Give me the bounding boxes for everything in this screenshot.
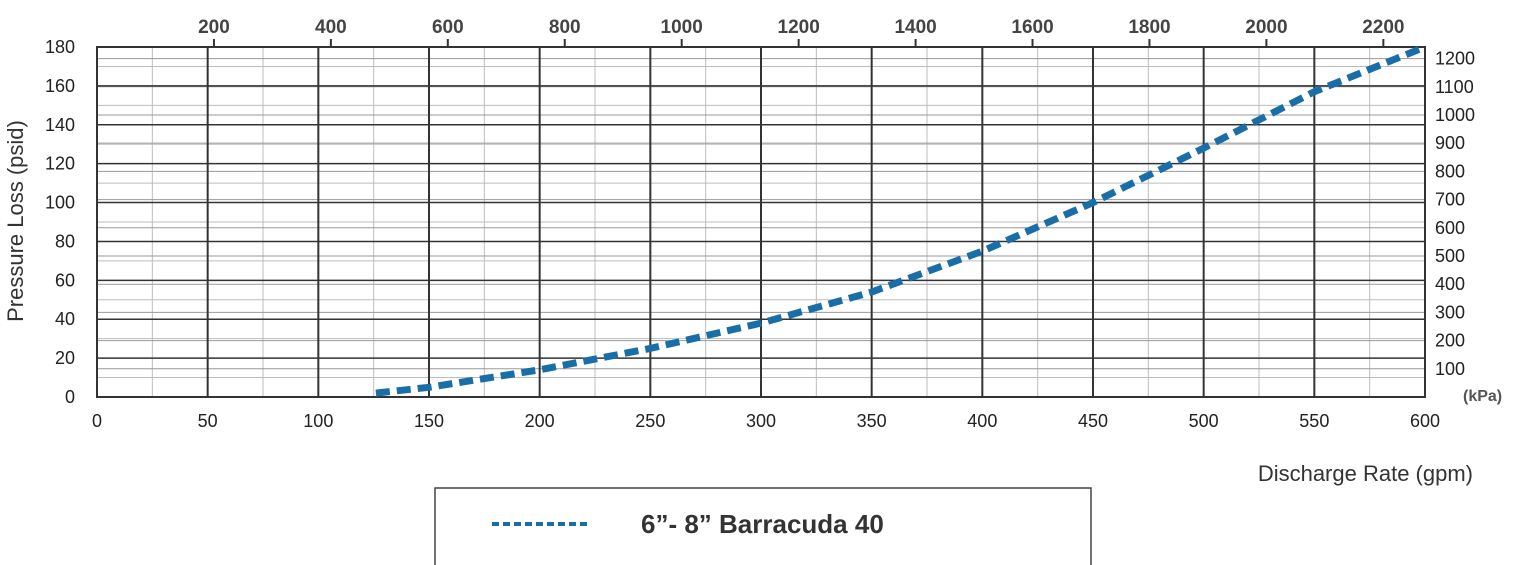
y-tick-label: 0 — [65, 387, 75, 407]
right-tick-label: 600 — [1435, 218, 1465, 238]
grid — [96, 46, 1426, 398]
x-tick-label: 450 — [1078, 411, 1108, 431]
top-tick-label: 1600 — [1011, 17, 1053, 38]
top-tick-label: 1400 — [894, 17, 936, 38]
plot-frame — [96, 46, 1426, 398]
y-tick-label: 60 — [55, 270, 75, 290]
x-tick-labels: 0 50 100 150 200 250 300 350 400 450 500 550 600 — [92, 411, 1440, 431]
x-tick-label: 200 — [525, 411, 555, 431]
y-tick-label: 120 — [45, 154, 75, 174]
series-layer — [375, 43, 1427, 397]
top-tick-label: 2200 — [1362, 17, 1404, 38]
secondary-x-tick-labels: 200 400 600 800 1000 1200 1400 1600 1800 2000 2200 — [198, 17, 1404, 47]
right-tick-label: 800 — [1435, 161, 1465, 181]
right-tick-label: 1000 — [1435, 105, 1475, 125]
right-tick-label: 500 — [1435, 246, 1465, 266]
secondary-y-tick-labels: 100 200 300 400 500 600 700 800 900 1000 1100 1200 — [1435, 49, 1475, 379]
top-tick-label: 2000 — [1245, 17, 1287, 38]
x-tick-label: 300 — [746, 411, 776, 431]
y-tick-label: 80 — [55, 231, 75, 251]
right-tick-label: 200 — [1435, 331, 1465, 351]
right-tick-label: 900 — [1435, 133, 1465, 153]
y-axis-title: Pressure Loss (psid) — [3, 120, 28, 322]
x-tick-label: 0 — [92, 411, 102, 431]
top-tick-label: 1000 — [661, 17, 703, 38]
top-tick-label: 800 — [549, 17, 581, 38]
legend: 6”- 8” Barracuda 40 — [434, 487, 1092, 565]
series-line — [375, 43, 1427, 397]
right-tick-label: 100 — [1435, 359, 1465, 379]
x-tick-label: 100 — [303, 411, 333, 431]
x-tick-label: 250 — [635, 411, 665, 431]
right-tick-label: 1200 — [1435, 49, 1475, 69]
right-tick-label: 400 — [1435, 274, 1465, 294]
x-tick-label: 150 — [414, 411, 444, 431]
y-tick-label: 180 — [45, 37, 75, 57]
top-tick-label: 400 — [315, 17, 347, 38]
y-tick-label: 40 — [55, 309, 75, 329]
y-tick-label: 20 — [55, 348, 75, 368]
legend-label: 6”- 8” Barracuda 40 — [641, 509, 884, 539]
top-tick-label: 1800 — [1128, 17, 1170, 38]
right-tick-label: 300 — [1435, 302, 1465, 322]
x-tick-label: 600 — [1410, 411, 1440, 431]
y-tick-label: 160 — [45, 76, 75, 96]
y-tick-labels: 0 20 40 60 80 100 120 140 160 180 — [45, 37, 75, 407]
top-tick-label: 600 — [432, 17, 464, 38]
legend-box — [434, 487, 1092, 565]
y-tick-label: 100 — [45, 193, 75, 213]
top-tick-label: 200 — [198, 17, 230, 38]
x-tick-label: 350 — [857, 411, 887, 431]
secondary-y-unit-label: (kPa) — [1463, 388, 1502, 405]
x-tick-label: 400 — [967, 411, 997, 431]
x-axis-title: Discharge Rate (gpm) — [1258, 461, 1473, 486]
right-tick-label: 1100 — [1435, 77, 1474, 97]
x-tick-label: 500 — [1189, 411, 1219, 431]
right-tick-label: 700 — [1435, 190, 1465, 210]
x-tick-label: 550 — [1299, 411, 1329, 431]
x-tick-label: 50 — [198, 411, 218, 431]
top-tick-label: 1200 — [778, 17, 820, 38]
y-tick-label: 140 — [45, 115, 75, 135]
